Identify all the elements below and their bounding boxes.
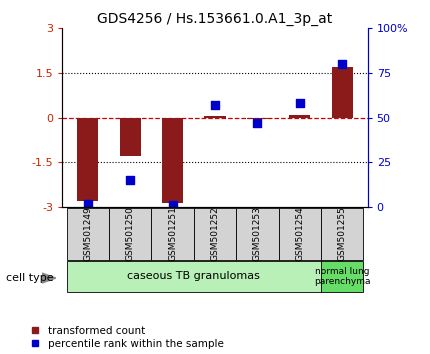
Bar: [77, 118, 98, 201]
Bar: [332, 67, 353, 118]
Bar: [109, 208, 151, 260]
Point: [296, 101, 303, 106]
Point: [127, 177, 134, 183]
Point: [169, 202, 176, 208]
Point: [84, 201, 91, 206]
Legend: transformed count, percentile rank within the sample: transformed count, percentile rank withi…: [31, 326, 224, 349]
Bar: [204, 116, 226, 118]
Bar: [162, 118, 183, 202]
Text: caseous TB granulomas: caseous TB granulomas: [127, 272, 260, 281]
Point: [212, 102, 218, 108]
Text: GSM501249: GSM501249: [83, 207, 92, 261]
Text: GSM501253: GSM501253: [253, 206, 262, 262]
Text: GSM501250: GSM501250: [126, 206, 135, 262]
Bar: [321, 208, 363, 260]
Bar: [194, 208, 236, 260]
Bar: [247, 118, 268, 119]
Bar: [67, 208, 109, 260]
Point: [254, 120, 261, 126]
Text: cell type: cell type: [6, 273, 54, 283]
Bar: [321, 261, 363, 292]
Bar: [289, 115, 310, 118]
Bar: [279, 208, 321, 260]
Bar: [67, 261, 321, 292]
Text: normal lung
parenchyma: normal lung parenchyma: [314, 267, 371, 286]
Text: GSM501255: GSM501255: [338, 206, 347, 262]
Polygon shape: [42, 273, 56, 283]
Text: GDS4256 / Hs.153661.0.A1_3p_at: GDS4256 / Hs.153661.0.A1_3p_at: [97, 12, 333, 27]
Bar: [236, 208, 279, 260]
Text: GSM501252: GSM501252: [211, 207, 219, 261]
Point: [339, 61, 346, 67]
Text: GSM501254: GSM501254: [295, 207, 304, 261]
Bar: [120, 118, 141, 156]
Bar: [151, 208, 194, 260]
Text: GSM501251: GSM501251: [168, 206, 177, 262]
